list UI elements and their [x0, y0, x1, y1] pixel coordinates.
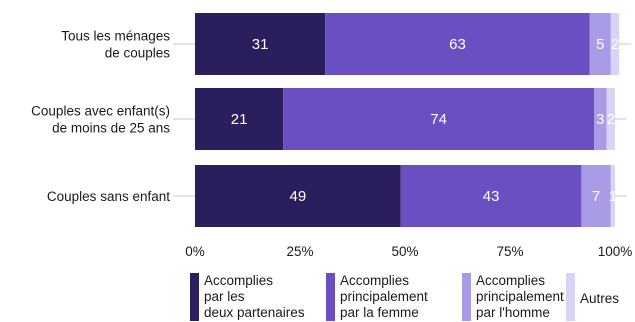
data-label: 21 [231, 111, 248, 128]
category-label: Couples sans enfant [47, 189, 170, 204]
bar-segment [606, 88, 615, 150]
bar-segment [325, 13, 590, 75]
data-label: 31 [252, 36, 269, 53]
bar-segment [610, 165, 615, 227]
legend-label: Accomplies principalement par l'homme [476, 273, 564, 320]
bar-segment [195, 13, 326, 75]
x-tick-label: 25% [286, 244, 313, 259]
bar-segment [610, 13, 620, 75]
bars-layer: 31 63 5 221 74 3 249 43 7 1 [195, 13, 632, 227]
legend-swatch [566, 273, 575, 321]
x-axis-ticks: 0% 25% 50% 75% 100% [185, 244, 632, 259]
bar-segment [594, 88, 607, 150]
bar-segment [581, 165, 611, 227]
bar-segment [589, 13, 611, 75]
data-label: 7 [592, 188, 600, 205]
category-labels: Tous les ménages de couples Couples avec e… [31, 29, 195, 204]
x-tick-label: 75% [496, 244, 523, 259]
bar-segment [195, 165, 401, 227]
x-tick-label: 100% [598, 244, 633, 259]
bar-segment [283, 88, 594, 150]
legend-swatch [326, 273, 335, 321]
legend-label: Accomplies principalement par la femme [340, 273, 428, 320]
category-label: Tous les ménages de couples [61, 29, 170, 61]
x-tick-label: 50% [391, 244, 418, 259]
data-label: 49 [290, 188, 307, 205]
data-label: 1 [609, 188, 617, 205]
x-tick-label: 0% [185, 244, 205, 259]
bar-segment [195, 88, 284, 150]
legend: Accomplies par les deux partenaires Accompl… [190, 273, 619, 321]
data-label: 3 [596, 111, 604, 128]
legend-swatch [190, 273, 199, 321]
data-label: 5 [596, 36, 604, 53]
data-label: 74 [430, 111, 447, 128]
bar-segment [400, 165, 582, 227]
legend-label: Accomplies par les deux partenaires [204, 273, 305, 320]
category-label: Couples avec enfant(s) de moins de 25 ans [31, 104, 170, 136]
data-label: 63 [449, 36, 466, 53]
data-label: 2 [611, 36, 619, 53]
legend-swatch [462, 273, 471, 321]
data-label: 43 [483, 188, 500, 205]
legend-label: Autres [580, 291, 619, 306]
data-label: 2 [607, 111, 615, 128]
